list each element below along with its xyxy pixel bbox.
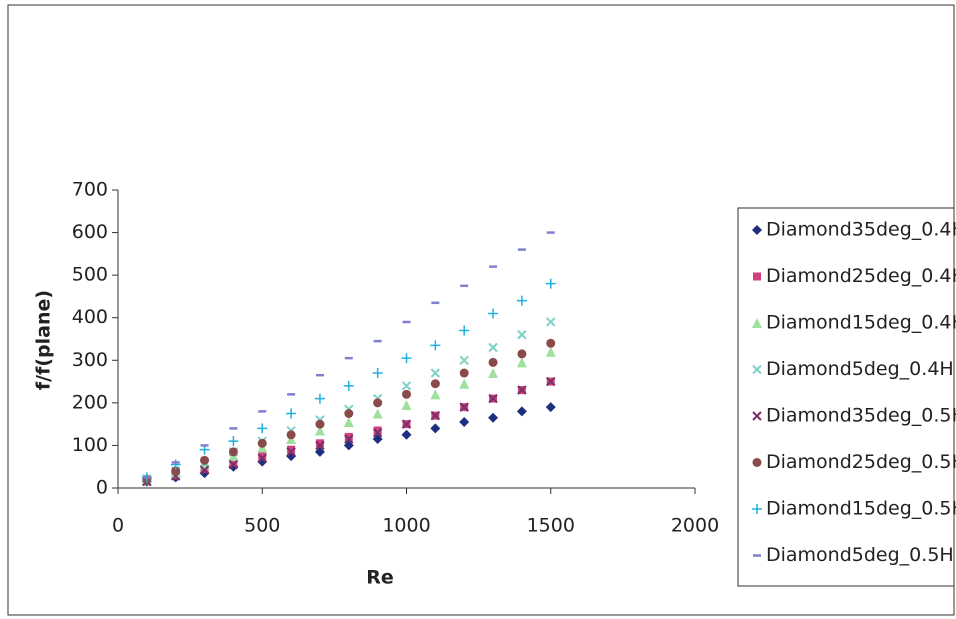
legend-marker	[752, 411, 762, 421]
x-axis-label: Re	[366, 567, 394, 589]
legend-label: Diamond25deg_0.4H	[766, 265, 956, 287]
data-point	[430, 379, 440, 389]
data-point	[488, 412, 499, 423]
legend-marker	[752, 458, 762, 467]
data-point	[401, 353, 412, 364]
data-point	[402, 389, 411, 399]
legend-marker	[753, 272, 761, 281]
data-point	[545, 278, 556, 289]
data-point	[488, 308, 499, 319]
data-point	[430, 423, 441, 434]
data-point	[314, 425, 325, 436]
data-point	[229, 458, 238, 467]
y-tick-label: 300	[72, 349, 108, 371]
data-point	[545, 346, 556, 357]
data-point	[315, 419, 325, 429]
data-point	[171, 466, 181, 476]
data-point	[314, 393, 325, 404]
legend-marker	[752, 504, 762, 514]
data-point	[517, 330, 527, 340]
legend-marker	[752, 225, 762, 235]
x-tick-label: 2000	[671, 515, 719, 537]
legend	[737, 207, 955, 587]
data-point	[401, 429, 412, 440]
data-point	[344, 409, 354, 418]
data-point	[517, 349, 527, 359]
data-point	[459, 325, 470, 336]
data-point	[401, 381, 412, 391]
data-point	[430, 389, 441, 400]
data-point	[372, 427, 383, 438]
data-point	[315, 440, 325, 451]
data-point	[228, 436, 239, 447]
data-point	[459, 402, 469, 412]
y-tick-label: 400	[72, 306, 108, 328]
data-point	[430, 368, 441, 378]
data-point	[286, 447, 296, 457]
data-point	[257, 453, 267, 463]
data-point	[488, 342, 498, 353]
data-point	[488, 368, 499, 379]
data-point	[258, 452, 267, 461]
data-point	[430, 340, 441, 351]
data-point	[459, 378, 470, 389]
data-point	[373, 426, 382, 435]
data-point	[199, 465, 210, 475]
data-point	[257, 423, 268, 434]
data-point	[488, 393, 498, 404]
data-point	[372, 368, 383, 379]
data-point	[459, 417, 470, 428]
data-point	[401, 419, 412, 429]
data-point	[430, 410, 441, 421]
data-point	[545, 402, 556, 413]
legend-label: Diamond35deg_0.5H	[766, 405, 956, 427]
data-point	[257, 438, 267, 448]
data-point	[286, 408, 297, 419]
data-point	[343, 417, 354, 428]
data-point	[286, 430, 296, 440]
legend-marker	[752, 318, 762, 328]
data-point	[372, 408, 383, 419]
data-point	[459, 368, 469, 378]
legend-label: Diamond15deg_0.4H	[766, 312, 956, 334]
legend-marker	[752, 364, 762, 375]
legend-label: Diamond5deg_0.5H	[766, 544, 954, 566]
data-point	[546, 317, 556, 327]
data-point	[546, 376, 556, 387]
x-tick-label: 0	[112, 515, 124, 537]
y-tick-label: 200	[72, 391, 108, 413]
data-point	[344, 432, 353, 441]
data-point	[373, 398, 383, 408]
x-tick-label: 500	[244, 515, 280, 537]
y-tick-label: 700	[72, 179, 108, 201]
data-point	[459, 355, 469, 365]
data-point	[343, 380, 354, 391]
data-point	[228, 447, 238, 457]
data-point	[315, 439, 324, 448]
legend-label: Diamond35deg_0.4H	[766, 219, 956, 241]
data-point	[287, 445, 296, 454]
data-point	[516, 406, 527, 417]
y-tick-label: 600	[72, 221, 108, 243]
data-point	[344, 434, 354, 444]
x-tick-label: 1000	[382, 515, 430, 537]
x-tick-label: 1500	[527, 515, 575, 537]
y-tick-label: 500	[72, 264, 108, 286]
y-tick-label: 0	[96, 477, 108, 499]
data-point	[546, 338, 556, 348]
legend-label: Diamond25deg_0.5H	[766, 451, 956, 473]
y-axis-label: f/f(plane)	[33, 290, 55, 390]
y-tick-label: 100	[72, 434, 108, 456]
data-point	[517, 385, 527, 395]
data-point	[516, 295, 527, 306]
data-point	[488, 357, 498, 367]
data-point	[200, 455, 210, 465]
legend-label: Diamond15deg_0.5H	[766, 498, 956, 520]
legend-label: Diamond5deg_0.4H	[766, 358, 954, 380]
data-point	[516, 357, 527, 368]
data-point	[401, 399, 412, 410]
data-point	[228, 459, 239, 470]
